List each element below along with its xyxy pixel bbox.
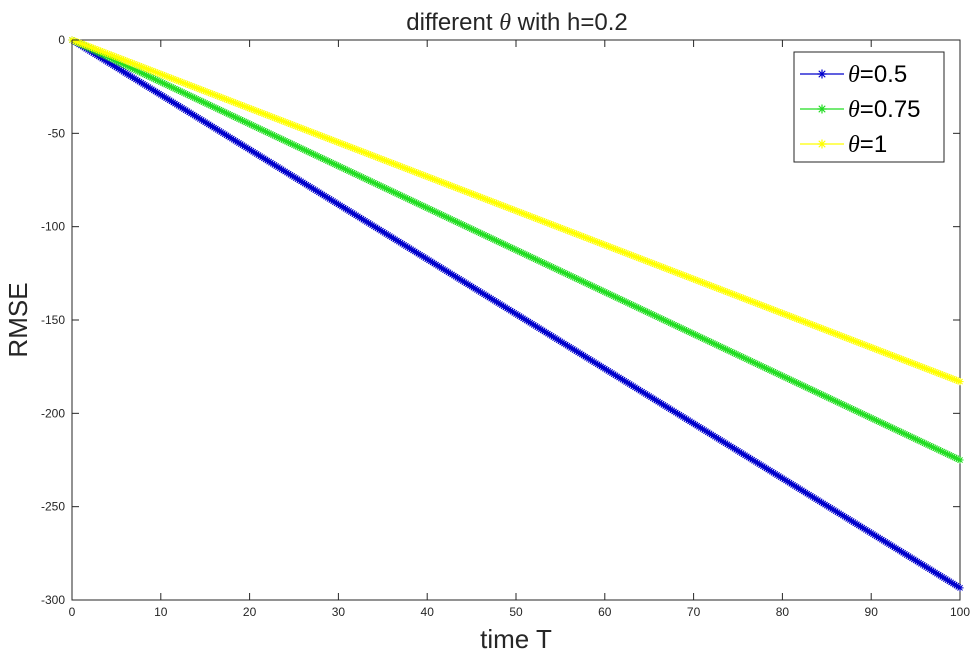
legend-label-1: θ=0.75	[848, 96, 921, 123]
x-tick-label-2: 20	[243, 605, 257, 619]
y-tick-label-3: -150	[41, 313, 65, 327]
x-tick-label-5: 50	[509, 605, 523, 619]
legend-entry-1: θ=0.75	[800, 96, 921, 123]
chart-title: different θ with h=0.2	[406, 9, 628, 36]
legend-marker-1	[817, 104, 827, 114]
x-tick-label-3: 30	[332, 605, 346, 619]
y-tick-label-2: -100	[41, 220, 65, 234]
legend-marker-0	[817, 69, 827, 79]
legend-marker-2	[817, 139, 827, 149]
legend-entry-0: θ=0.5	[800, 61, 907, 88]
x-tick-label-10: 100	[950, 605, 970, 619]
series-1-line	[71, 39, 961, 461]
x-tick-label-1: 10	[154, 605, 168, 619]
x-tick-label-7: 70	[687, 605, 701, 619]
y-axis-label: RMSE	[3, 282, 33, 357]
y-tick-label-6: -300	[41, 593, 65, 607]
x-tick-label-0: 0	[69, 605, 76, 619]
legend-label-2: θ=1	[848, 131, 887, 158]
x-tick-label-8: 80	[776, 605, 790, 619]
series-0-line	[71, 39, 961, 589]
legend-entry-2: θ=1	[800, 131, 887, 158]
x-tick-label-4: 40	[421, 605, 435, 619]
x-tick-label-9: 90	[865, 605, 879, 619]
x-tick-label-6: 60	[598, 605, 612, 619]
y-axis: 0 -50 -100 -150 -200 -250 -300	[41, 33, 960, 607]
y-tick-label-4: -200	[41, 406, 65, 420]
legend: θ=0.5 θ=0.75 θ=1	[793, 51, 945, 163]
y-tick-label-5: -250	[41, 500, 65, 514]
x-axis-label: time T	[480, 624, 552, 654]
y-tick-label-0: 0	[58, 33, 65, 47]
y-tick-label-1: -50	[48, 126, 66, 140]
series-2-line	[71, 39, 961, 383]
legend-label-0: θ=0.5	[848, 61, 907, 88]
x-axis: 0 10 20 30 40 50 60 70 80 90 100	[69, 40, 970, 619]
